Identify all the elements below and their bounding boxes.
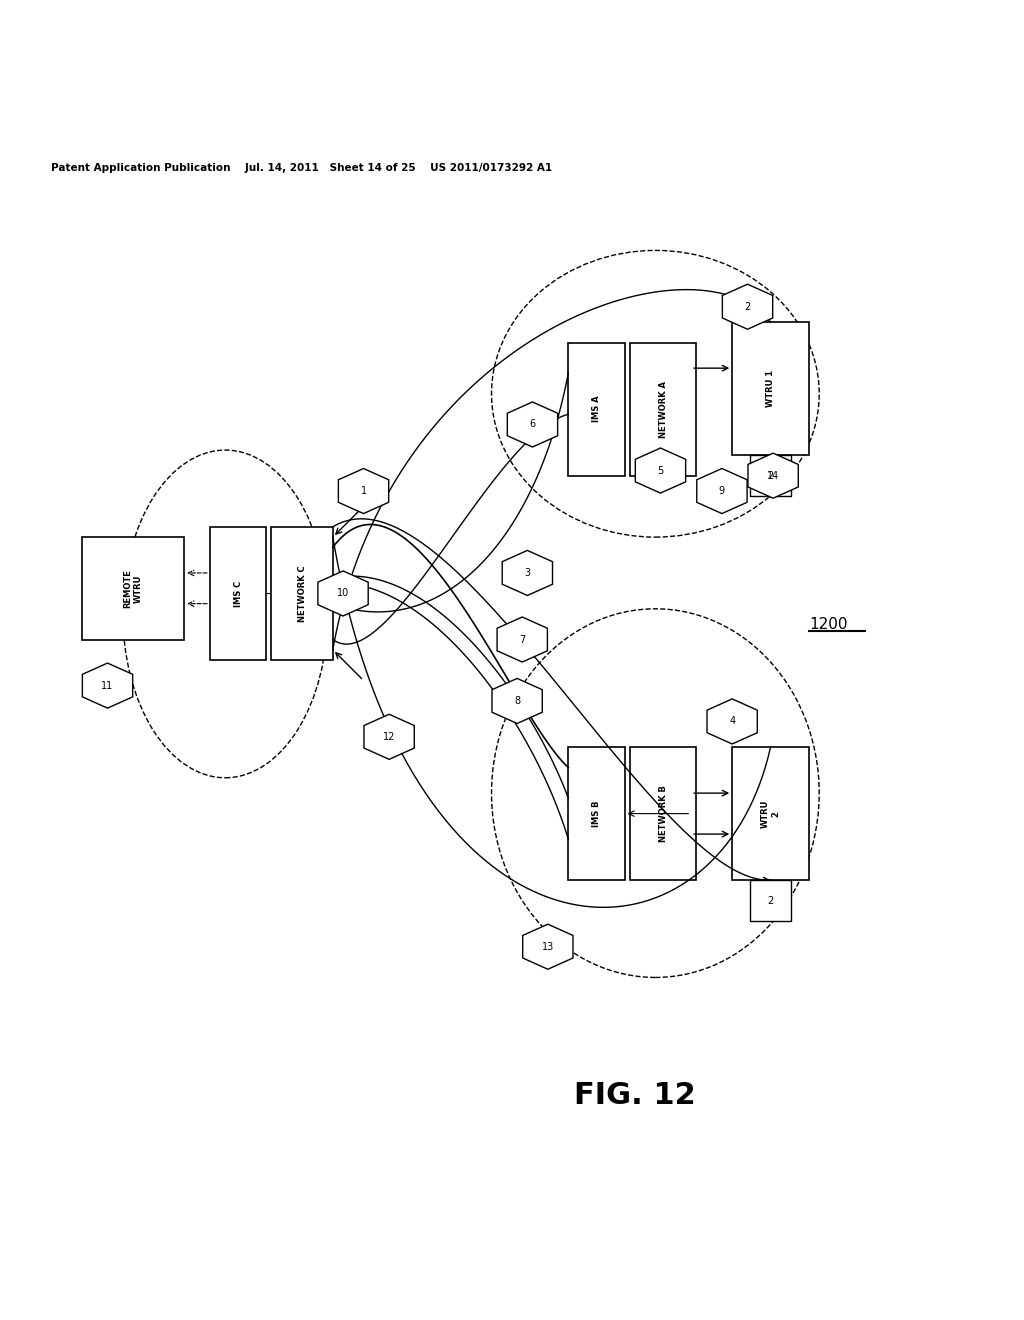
Bar <box>568 343 625 475</box>
Polygon shape <box>696 469 748 513</box>
Text: 9: 9 <box>719 486 725 496</box>
Bar <box>750 455 791 496</box>
Polygon shape <box>82 663 133 708</box>
Text: NETWORK B: NETWORK B <box>658 785 668 842</box>
Text: FIG. 12: FIG. 12 <box>574 1081 695 1110</box>
Polygon shape <box>635 447 686 494</box>
Text: 1: 1 <box>360 486 367 496</box>
Text: WTRU
2: WTRU 2 <box>761 800 780 828</box>
Bar <box>732 747 809 880</box>
Polygon shape <box>497 616 548 663</box>
Polygon shape <box>338 469 389 513</box>
Bar <box>568 747 625 880</box>
Text: 8: 8 <box>514 696 520 706</box>
Text: 7: 7 <box>519 635 525 644</box>
Text: 6: 6 <box>529 420 536 429</box>
Text: 13: 13 <box>542 941 554 952</box>
Text: IMS C: IMS C <box>233 581 243 607</box>
Polygon shape <box>492 678 543 723</box>
Polygon shape <box>317 572 369 616</box>
Text: 5: 5 <box>657 466 664 475</box>
Bar <box>630 747 696 880</box>
Text: 12: 12 <box>383 731 395 742</box>
Text: 2: 2 <box>744 302 751 312</box>
Text: 11: 11 <box>101 681 114 690</box>
Bar <box>750 880 791 921</box>
Text: Patent Application Publication    Jul. 14, 2011   Sheet 14 of 25    US 2011/0173: Patent Application Publication Jul. 14, … <box>51 164 552 173</box>
Text: 2: 2 <box>767 471 774 480</box>
Polygon shape <box>507 403 558 447</box>
Polygon shape <box>722 284 773 329</box>
Text: IMS B: IMS B <box>592 800 601 826</box>
Bar <box>271 527 333 660</box>
Polygon shape <box>502 550 553 595</box>
Text: NETWORK A: NETWORK A <box>658 380 668 438</box>
Text: 3: 3 <box>524 568 530 578</box>
Text: 2: 2 <box>767 896 774 906</box>
Text: 10: 10 <box>337 589 349 598</box>
Text: REMOTE
WTRU: REMOTE WTRU <box>124 569 142 607</box>
Bar <box>82 537 184 639</box>
Text: IMS A: IMS A <box>592 396 601 422</box>
Polygon shape <box>748 453 799 498</box>
Polygon shape <box>364 714 415 759</box>
Bar <box>732 322 809 455</box>
Text: NETWORK C: NETWORK C <box>298 565 306 622</box>
Polygon shape <box>522 924 573 969</box>
Polygon shape <box>707 698 758 744</box>
Text: 4: 4 <box>729 717 735 726</box>
Text: 1200: 1200 <box>809 616 848 632</box>
Text: WTRU 1: WTRU 1 <box>766 370 775 407</box>
Bar <box>630 343 696 475</box>
Text: 14: 14 <box>767 471 779 480</box>
Bar <box>210 527 266 660</box>
